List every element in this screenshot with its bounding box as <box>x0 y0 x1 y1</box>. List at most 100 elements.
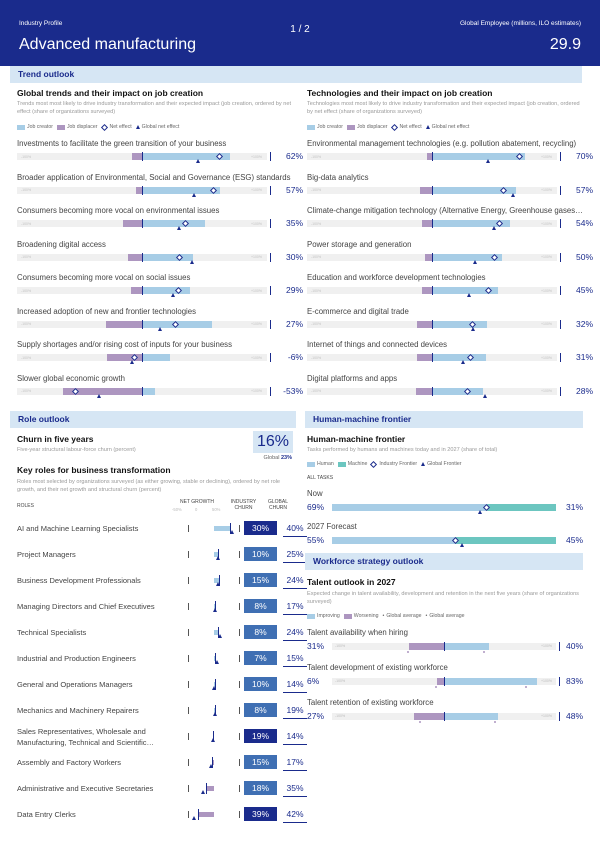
tech-displacer-bar <box>422 220 432 227</box>
trend-zero-tick <box>142 185 143 195</box>
role-global-churn-underline <box>283 562 307 563</box>
col-roles: ROLES <box>17 503 34 509</box>
role-global-churn: 17% <box>280 599 310 615</box>
role-row: AI and Machine Learning Specialists 30% 40… <box>17 521 307 545</box>
talent-worsening-value: 31% <box>307 641 325 651</box>
role-ng-marker <box>214 653 216 664</box>
talent-worsening-bar <box>409 643 444 650</box>
role-ng-global-marker <box>215 556 220 560</box>
tech-end-tick <box>560 152 561 161</box>
role-global-churn-underline <box>283 718 307 719</box>
role-net-growth <box>188 783 240 794</box>
tech-zero-tick <box>432 252 433 262</box>
trend-axis-min: -100% <box>21 255 32 259</box>
trend-displacer-bar <box>123 220 142 227</box>
trend-axis-max: +100% <box>251 288 262 293</box>
trend-global-marker <box>129 360 134 364</box>
trend-value: 35% <box>285 218 303 228</box>
tech-row: Climate-change mitigation technology (Al… <box>307 206 593 234</box>
tech-label: Digital platforms and apps <box>307 373 398 383</box>
role-row: Managing Directors and Chief Executives 8… <box>17 599 307 623</box>
role-industry-churn: 15% <box>244 573 277 587</box>
role-ng-edge-right <box>239 551 240 558</box>
hm-machine-value: 45% <box>565 535 583 545</box>
tech-row: Big-data analytics -100% +100% 57% <box>307 173 593 201</box>
legend-global: Global net effect <box>431 124 470 130</box>
talent-axis-max: +100% <box>541 644 552 648</box>
trend-label: Consumers becoming more vocal on social … <box>17 273 191 282</box>
role-global-churn-value: 17% <box>286 601 304 611</box>
role-ng-edge-left <box>188 759 189 766</box>
tech-creator-bar <box>432 186 516 194</box>
tech-displacer-bar <box>422 287 432 294</box>
role-global-churn-value: 14% <box>286 731 304 741</box>
tech-end-tick <box>560 185 561 195</box>
talent-axis-min: -100% <box>335 679 346 683</box>
role-row: Project Managers 10% 25% <box>17 547 307 571</box>
tech-label: E-commerce and digital trade <box>307 306 409 316</box>
tech-label: Big-data analytics <box>307 172 369 182</box>
role-ng-edge-right <box>239 707 240 714</box>
churn-desc: Five-year structural labour-force churn … <box>17 447 136 453</box>
legend-global: Global net effect <box>141 124 180 130</box>
tech-end-tick <box>560 252 561 262</box>
role-global-churn-underline <box>283 692 307 693</box>
role-global-churn-value: 17% <box>286 757 304 767</box>
role-ng-marker <box>214 705 216 716</box>
role-ng-marker <box>219 575 221 586</box>
hm-row-label: Now <box>307 489 323 498</box>
trend-global-marker <box>177 226 182 230</box>
role-global-churn-value: 24% <box>286 575 304 585</box>
tech-global-marker <box>467 293 472 297</box>
talent-zero-tick <box>444 712 445 721</box>
tech-axis-min: -100% <box>311 221 322 226</box>
role-ng-global-marker <box>191 816 196 820</box>
role-global-churn: 19% <box>280 703 310 719</box>
role-global-churn-value: 14% <box>286 679 304 689</box>
role-ng-marker <box>217 627 219 638</box>
role-ng-global-marker <box>214 660 219 664</box>
trend-outlook-section: Trend outlook <box>10 66 582 83</box>
tech-axis-max: +100% <box>541 389 552 393</box>
trend-displacer-bar <box>107 354 142 361</box>
trend-global-marker <box>192 192 197 197</box>
role-ng-marker <box>215 601 217 612</box>
role-ng-edge-right <box>239 603 240 610</box>
triangle-icon <box>135 125 140 129</box>
trend-label: Broader application of Environmental, So… <box>17 172 291 182</box>
trend-axis-min: -100% <box>21 221 32 226</box>
trend-global-marker <box>195 159 200 163</box>
role-global-churn-value: 19% <box>286 705 304 715</box>
tech-zero-tick <box>432 152 433 161</box>
hm-row: 2027 Forecast 55% 45% <box>307 522 583 552</box>
role-global-churn-underline <box>283 744 307 745</box>
role-net-growth <box>188 705 240 716</box>
trend-creator-bar <box>142 287 190 294</box>
tech-end-tick <box>560 319 561 329</box>
role-global-churn: 24% <box>280 573 310 589</box>
trend-end-tick <box>270 152 271 161</box>
role-global-churn: 35% <box>280 781 310 797</box>
tech-global-marker <box>470 326 475 331</box>
role-ng-edge-left <box>188 707 189 714</box>
role-ng-bar <box>214 552 218 557</box>
trend-creator-bar <box>142 186 220 194</box>
tech-end-tick <box>560 286 561 295</box>
role-ng-global-marker <box>209 764 214 768</box>
hm-global-marker <box>477 510 482 514</box>
role-ng-marker <box>212 731 214 742</box>
talent-zero-tick <box>444 642 445 651</box>
talent-worsening-value: 6% <box>307 676 320 686</box>
role-global-churn-value: 24% <box>286 627 304 637</box>
tech-value: 70% <box>575 151 593 161</box>
role-ng-edge-left <box>188 577 189 584</box>
tech-heading: Technologies and their impact on job cre… <box>307 88 493 98</box>
role-ng-global-marker <box>212 712 217 716</box>
role-global-churn-value: 35% <box>286 783 304 793</box>
profile-label: Industry Profile <box>19 20 63 27</box>
role-name: AI and Machine Learning Specialists <box>17 524 139 533</box>
churn-global-value: 23% <box>280 455 292 461</box>
talent-global-improving-dot <box>483 651 486 653</box>
page-indicator: 1 / 2 <box>0 24 600 35</box>
trend-axis-min: -100% <box>21 154 32 159</box>
